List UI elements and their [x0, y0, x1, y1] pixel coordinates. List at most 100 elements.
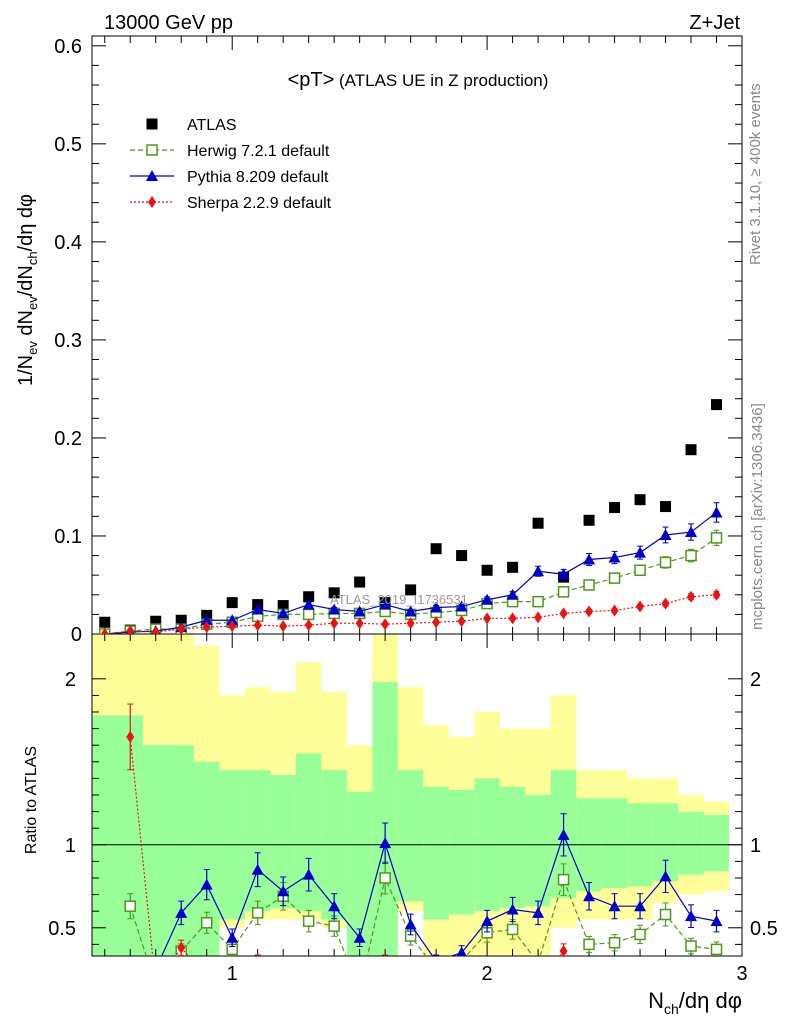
- series-sherpa-2-2-9-default: [100, 588, 721, 634]
- data-point: [509, 967, 517, 979]
- data-point: [302, 608, 315, 621]
- data-point: [659, 870, 672, 882]
- data-point: [634, 928, 646, 941]
- data-point: [99, 616, 111, 628]
- data-point: [353, 931, 366, 943]
- green-band-bin: [499, 786, 526, 908]
- data-point: [456, 946, 467, 956]
- data-point: [713, 977, 721, 989]
- data-point: [277, 607, 290, 619]
- header-right-label: Z+Jet: [689, 12, 740, 34]
- data-point: [328, 900, 341, 912]
- y-tick-label-main: 0.6: [54, 36, 82, 58]
- green-band-bin: [92, 715, 118, 956]
- green-band-bin: [448, 790, 475, 915]
- data-point: [100, 628, 109, 634]
- data-point: [379, 598, 392, 610]
- data-point: [507, 561, 519, 573]
- data-point: [508, 612, 517, 625]
- data-point: [661, 597, 670, 610]
- data-point: [585, 605, 594, 618]
- data-point: [685, 940, 697, 952]
- data-point: [481, 915, 494, 927]
- data-point: [330, 962, 338, 974]
- data-point: [404, 605, 417, 617]
- data-point: [457, 615, 466, 628]
- data-point: [532, 565, 545, 577]
- data-point: [228, 620, 237, 633]
- data-point: [430, 601, 443, 613]
- legend-label: ATLAS: [187, 117, 237, 134]
- data-point: [559, 607, 568, 620]
- data-point: [506, 588, 519, 600]
- data-point: [634, 900, 647, 912]
- y-tick-label-ratio: 2: [65, 669, 76, 691]
- data-point: [353, 605, 366, 617]
- green-band-bin: [601, 798, 628, 888]
- data-point: [330, 617, 339, 630]
- data-point: [659, 908, 672, 921]
- data-point: [302, 598, 315, 610]
- data-point: [687, 590, 696, 603]
- data-point: [481, 564, 493, 576]
- data-point: [277, 885, 290, 897]
- series-line: [161, 833, 717, 956]
- green-band-bin: [372, 682, 398, 956]
- data-point: [124, 900, 136, 912]
- data-point: [302, 915, 315, 927]
- data-point: [557, 586, 570, 598]
- data-point: [583, 579, 595, 591]
- data-point: [432, 982, 440, 994]
- data-point: [711, 399, 723, 411]
- data-point: [685, 549, 697, 562]
- data-point: [355, 617, 364, 630]
- y-tick-label-ratio: 1: [65, 835, 76, 857]
- data-point: [146, 118, 158, 130]
- analysis-watermark: ATLAS_2019_I1736531: [330, 592, 468, 607]
- data-point: [126, 730, 135, 743]
- data-point: [203, 972, 211, 984]
- data-point: [200, 614, 213, 626]
- y-tick-label-main: 0.4: [54, 232, 82, 254]
- data-point: [583, 890, 596, 902]
- x-tick-label: 1: [227, 963, 238, 985]
- y-tick-label-main: 0.3: [54, 330, 82, 352]
- data-point: [355, 986, 365, 996]
- data-point: [257, 954, 259, 956]
- y-tick-label-ratio-right: 0.5: [750, 918, 778, 940]
- data-point: [200, 917, 213, 929]
- data-point: [583, 553, 596, 565]
- data-point: [608, 900, 621, 912]
- data-point: [712, 588, 721, 601]
- data-point: [710, 915, 723, 927]
- data-point: [685, 444, 697, 456]
- data-point: [506, 903, 519, 915]
- data-point: [253, 619, 262, 632]
- green-band-bin: [703, 814, 730, 872]
- mcplots-label: mcplots.cern.ch [arXiv:1306.3436]: [749, 403, 766, 630]
- data-point: [279, 620, 288, 633]
- data-point: [685, 910, 698, 922]
- data-point: [608, 936, 621, 949]
- data-point: [636, 600, 645, 613]
- data-point: [634, 546, 647, 558]
- data-point: [406, 617, 415, 630]
- data-point: [634, 564, 646, 577]
- data-point: [279, 958, 287, 970]
- data-point: [636, 972, 644, 984]
- data-point: [710, 943, 723, 956]
- x-axis-label: Nch/dη dφ: [648, 988, 742, 1017]
- x-tick-label: 3: [736, 963, 747, 985]
- y-tick-label-main: 0.5: [54, 134, 82, 156]
- green-band-bin: [525, 795, 551, 907]
- data-point: [506, 923, 519, 936]
- data-point: [379, 837, 392, 849]
- main-y-axis-label: 1/Nev dNev/dNch/dη dφ: [15, 194, 40, 386]
- data-point: [404, 918, 417, 930]
- data-point: [659, 528, 672, 540]
- data-point: [557, 828, 570, 840]
- rivet-label: Rivet 3.1.10, ≥ 400k events: [747, 83, 764, 265]
- ratio-y-axis-label: Ratio to ATLAS: [23, 746, 40, 854]
- data-point: [685, 526, 698, 538]
